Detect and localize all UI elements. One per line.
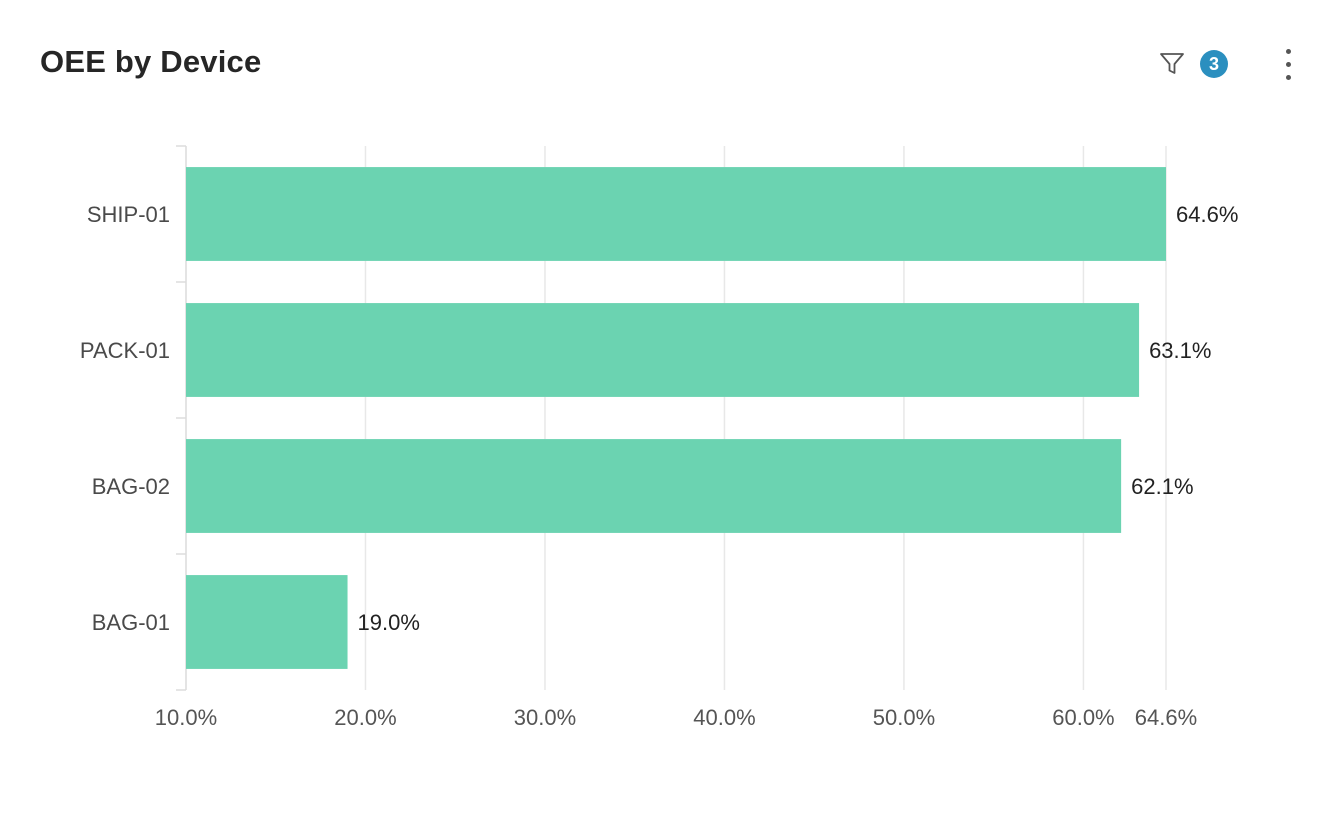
filter-icon xyxy=(1160,53,1184,74)
x-tick-label: 20.0% xyxy=(334,705,396,730)
bar-bag-02 xyxy=(186,439,1122,533)
bar-pack-01 xyxy=(186,303,1140,397)
data-label: 63.1% xyxy=(1149,338,1211,363)
data-label: 64.6% xyxy=(1176,202,1238,227)
x-tick-label: 40.0% xyxy=(693,705,755,730)
bar-ship-01 xyxy=(186,167,1166,261)
bar-bag-01 xyxy=(186,575,348,669)
more-vertical-icon[interactable] xyxy=(1278,44,1298,84)
x-tick-label: 10.0% xyxy=(155,705,217,730)
filter-count-badge[interactable]: 3 xyxy=(1200,50,1228,78)
data-label: 62.1% xyxy=(1131,474,1193,499)
card-toolbar: 3 xyxy=(1156,44,1298,84)
x-tick-label: 50.0% xyxy=(873,705,935,730)
x-tick-label: 30.0% xyxy=(514,705,576,730)
category-label: PACK-01 xyxy=(80,338,170,363)
x-tick-label: 64.6% xyxy=(1135,705,1197,730)
chart-title: OEE by Device xyxy=(40,44,262,79)
category-label: BAG-01 xyxy=(92,610,170,635)
category-label: SHIP-01 xyxy=(87,202,170,227)
data-label: 19.0% xyxy=(358,610,420,635)
category-label: BAG-02 xyxy=(92,474,170,499)
filter-button[interactable] xyxy=(1156,48,1188,80)
x-tick-label: 60.0% xyxy=(1052,705,1114,730)
